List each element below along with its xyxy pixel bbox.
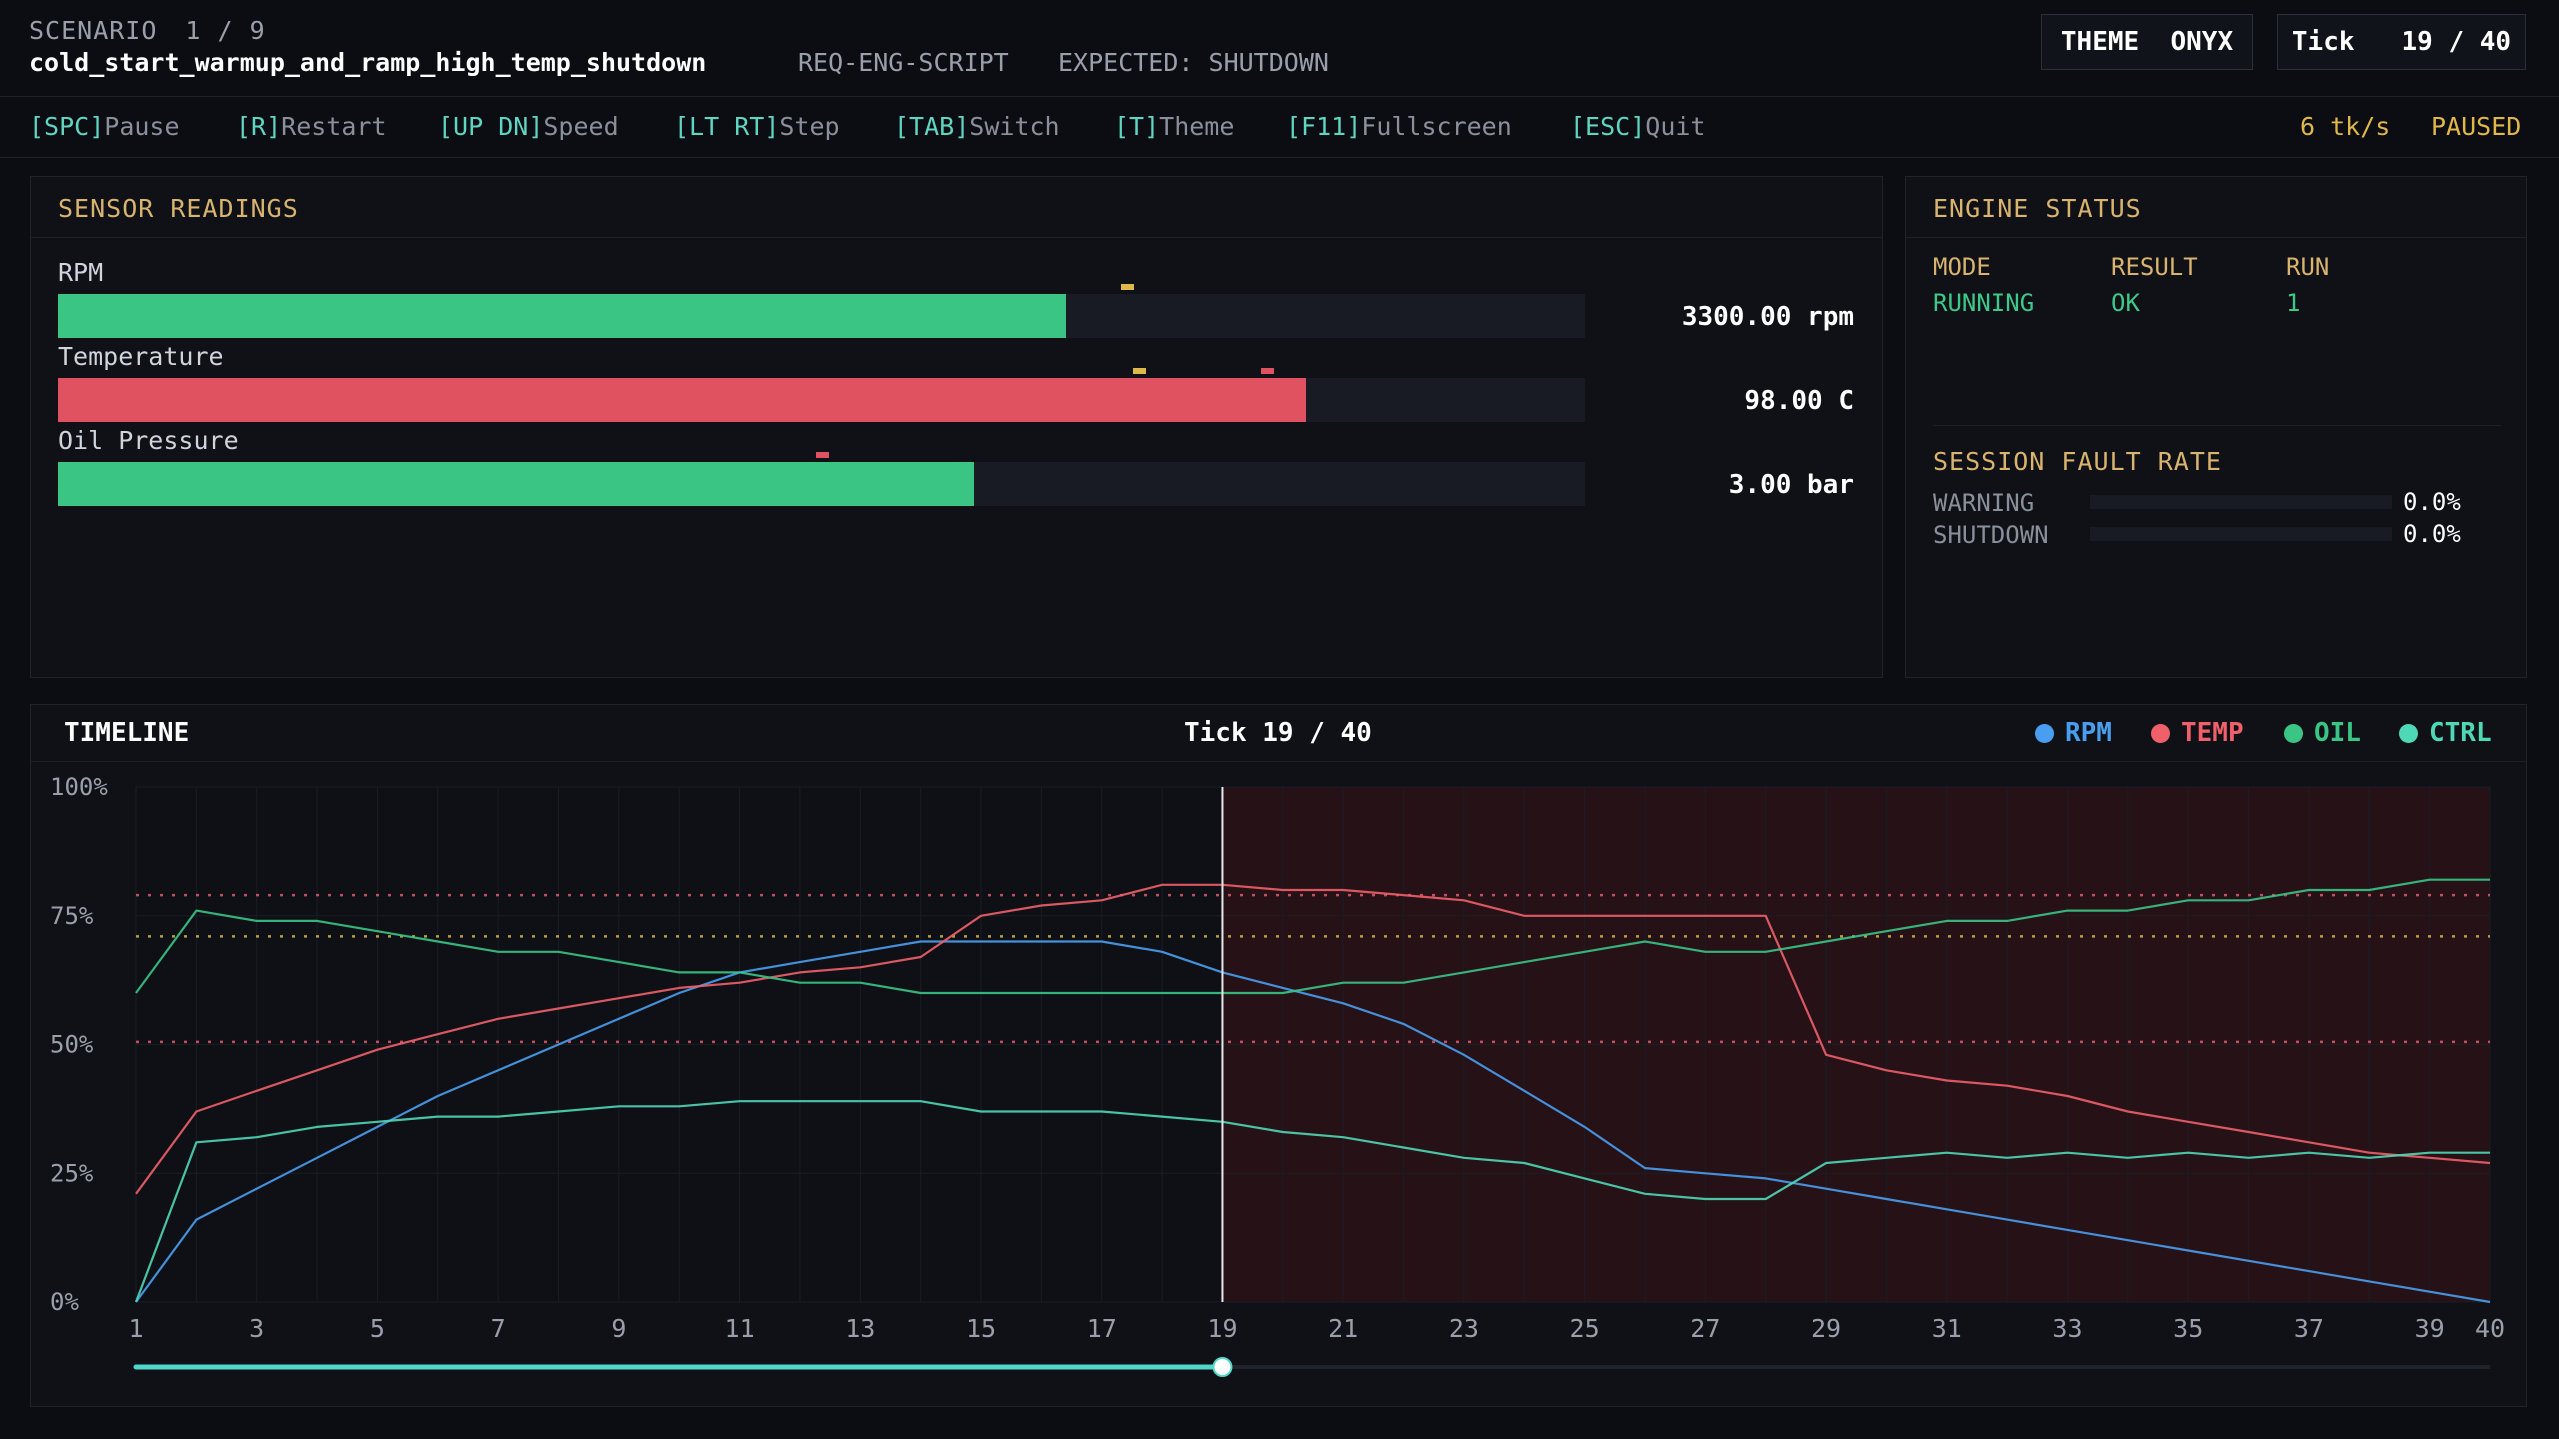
shutdown-rate-value: 0.0% [2403,520,2461,548]
key-hint-switch[interactable]: [TAB]Switch [894,112,1060,141]
tick-badge: Tick 19 / 40 [2277,14,2526,70]
theme-label: THEME [2060,27,2140,57]
threshold-marker [815,452,829,458]
legend-oil[interactable]: OIL [2284,718,2361,748]
timeline-title: TIMELINE [64,718,190,748]
divider [31,237,1882,238]
scenario-heading: SCENARIO 1 / 9 [29,16,266,45]
divider [1906,237,2526,238]
keybinding-bar: [SPC]Pause [R]Restart [UP DN]Speed [LT R… [0,98,2559,158]
sensor-bar-temperature [58,368,1585,422]
result-label: RESULT [2111,253,2198,281]
timeline-panel: TIMELINE Tick 19 / 40 RPM TEMP OIL CTRL [30,704,2527,1407]
sensor-label-rpm: RPM [58,258,104,287]
legend-dot [2035,723,2054,743]
session-fault-rate-title: SESSION FAULT RATE [1933,447,2222,476]
timeline-tick: Tick 19 / 40 [1184,718,1372,748]
key-hint-theme[interactable]: [T]Theme [1114,112,1235,141]
threshold-marker [1120,284,1134,290]
run-value: 1 [2286,289,2301,317]
sensor-bar-fill [58,378,1306,422]
sensor-bar-oil-pressure [58,452,1585,506]
sensor-value-temperature: 98.00 C [1744,386,1854,416]
engine-status-panel: ENGINE STATUS MODE RESULT RUN RUNNING OK… [1905,176,2527,678]
mode-label: MODE [1933,253,1991,281]
header: SCENARIO 1 / 9 cold_start_warmup_and_ramp… [0,0,2559,97]
key-hint-pause[interactable]: [SPC]Pause [29,112,180,141]
legend-ctrl[interactable]: CTRL [2399,718,2492,748]
result-value: OK [2111,289,2140,317]
playback-state: PAUSED [2431,112,2522,141]
warning-label: WARNING [1933,489,2035,517]
sensor-readings-panel: SENSOR READINGS RPM 3300.00 rpm Temperat… [30,176,1883,678]
sensor-label-oil-pressure: Oil Pressure [58,426,239,455]
scenario-name: cold_start_warmup_and_ramp_high_temp_shu… [29,48,707,77]
warning-rate-bar [2090,495,2392,509]
legend-dot [2151,723,2170,743]
legend-temp[interactable]: TEMP [2151,718,2244,748]
key-hint-fullscreen[interactable]: [F11]Fullscreen [1286,112,1512,141]
sensor-value-rpm: 3300.00 rpm [1681,302,1854,332]
legend-rpm[interactable]: RPM [2035,718,2112,748]
playback-rate: 6 tk/s [2300,112,2391,141]
sensor-bar-fill [58,462,975,506]
divider [1933,425,2501,426]
shutdown-label: SHUTDOWN [1933,521,2049,549]
scenario-label: SCENARIO [29,16,158,45]
sensor-label-temperature: Temperature [58,342,224,371]
threshold-marker [1133,368,1147,374]
expected-outcome: EXPECTED: SHUTDOWN [1058,48,1329,77]
tick-label: Tick [2291,27,2355,57]
theme-badge[interactable]: THEME ONYX [2041,14,2253,70]
theme-value: ONYX [2170,27,2234,57]
engine-status-title: ENGINE STATUS [1933,194,2142,223]
threshold-marker [1261,368,1275,374]
run-label: RUN [2286,253,2330,281]
shutdown-rate-bar [2090,527,2392,541]
key-hint-speed[interactable]: [UP DN]Speed [438,112,619,141]
warning-rate-value: 0.0% [2403,488,2461,516]
mode-value: RUNNING [1933,289,2035,317]
legend-dot [2284,723,2303,743]
key-hint-restart[interactable]: [R]Restart [236,112,387,141]
tick-value: 19 / 40 [2401,27,2512,57]
sensor-value-oil-pressure: 3.00 bar [1728,470,1854,500]
requirement-tag: REQ-ENG-SCRIPT [798,48,1009,77]
key-hint-quit[interactable]: [ESC]Quit [1570,112,1706,141]
sensor-bar-fill [58,294,1066,338]
scenario-counter: 1 / 9 [185,16,266,45]
sensor-bar-rpm [58,284,1585,338]
key-hint-step[interactable]: [LT RT]Step [674,112,840,141]
sensor-readings-title: SENSOR READINGS [58,194,299,223]
legend-dot [2399,723,2418,743]
divider [31,761,2526,762]
